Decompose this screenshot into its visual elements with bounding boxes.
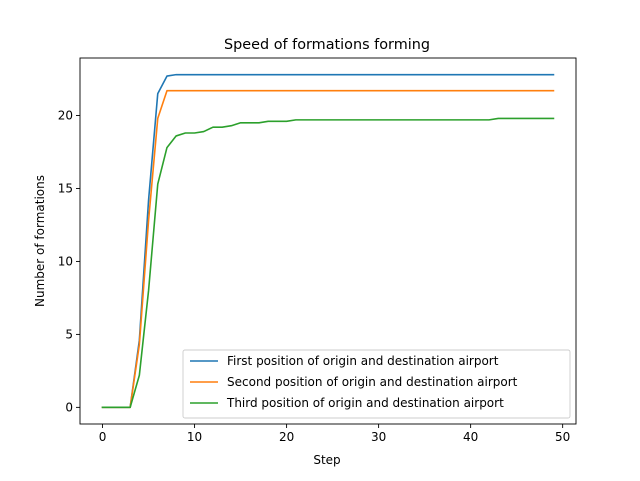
- y-axis-label: Number of formations: [33, 175, 47, 307]
- y-tick-label: 15: [58, 181, 73, 195]
- x-tick-label: 20: [279, 430, 294, 444]
- x-tick-label: 10: [187, 430, 202, 444]
- legend-label-1: First position of origin and destination…: [227, 354, 499, 368]
- x-tick-label: 0: [99, 430, 107, 444]
- x-tick-label: 40: [463, 430, 478, 444]
- plot-frame: [79, 57, 577, 425]
- chart-title: Speed of formations forming: [224, 37, 430, 53]
- series-line-3: [101, 117, 555, 409]
- y-tick-label: 10: [58, 254, 73, 268]
- series-line-1: [101, 73, 555, 409]
- y-tick-label: 20: [58, 108, 73, 122]
- legend-label-3: Third position of origin and destination…: [226, 396, 504, 410]
- legend: First position of origin and destination…: [182, 349, 571, 419]
- y-tick-label: 5: [65, 327, 73, 341]
- x-axis-label: Step: [313, 453, 340, 467]
- series-line-2: [101, 89, 555, 409]
- plot-area: 0 10 20 30 40 50 0 5 10 15 20: [58, 57, 577, 444]
- x-tick-label: 50: [555, 430, 570, 444]
- x-tick-label: 30: [371, 430, 386, 444]
- y-tick-label: 0: [65, 400, 73, 414]
- legend-label-2: Second position of origin and destinatio…: [227, 375, 518, 389]
- legend-box: [182, 349, 571, 419]
